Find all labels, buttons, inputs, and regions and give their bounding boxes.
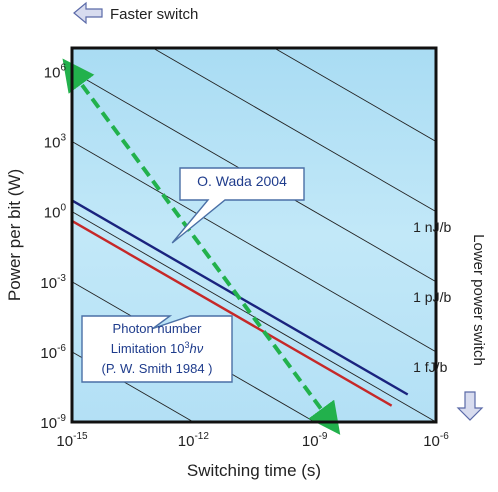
lower-power-label: Lower power switch: [470, 234, 487, 366]
x-tick-label-1: 10-12: [178, 431, 210, 450]
faster-switch-label: Faster switch: [110, 6, 198, 23]
x-tick-label-2: 10-9: [302, 431, 328, 450]
x-tick-label-3: 10-6: [423, 431, 449, 450]
faster-switch-arrow: Faster switch: [73, 1, 198, 25]
x-tick-label-0: 10-15: [56, 431, 88, 450]
y-tick-label-1: 10-6: [40, 343, 66, 362]
energy-label-1: 1 pJ/b: [413, 289, 451, 305]
y-tick-label-2: 10-3: [40, 273, 66, 292]
energy-label-0: 1 nJ/b: [413, 219, 451, 235]
series-line-2: [62, 58, 341, 435]
y-tick-label-0: 10-9: [40, 413, 66, 432]
y-tick-label-5: 106: [44, 62, 67, 81]
energy-label-2: 1 fJ/b: [413, 359, 447, 375]
smith-exponent: 3: [184, 340, 189, 350]
smith-callout-line3: (P. W. Smith 1984 ): [101, 361, 212, 376]
smith-callout-line2: Limitation 103hν: [111, 340, 204, 356]
y-axis-title: Power per bit (W): [5, 169, 24, 301]
x-axis-title: Switching time (s): [187, 461, 321, 480]
y-tick-label-4: 103: [44, 133, 67, 152]
smith-hv: hν: [190, 341, 204, 356]
y-tick-label-3: 100: [44, 203, 67, 222]
wada-callout-text: O. Wada 2004: [197, 173, 287, 189]
smith-limitation-text: Limitation 10: [111, 341, 185, 356]
smith-callout-line1: Photon number: [113, 321, 203, 336]
smith-callout: Photon number Limitation 103hν (P. W. Sm…: [81, 315, 233, 383]
plot-frame: [70, 46, 438, 424]
lower-power-arrow: Lower power switch: [456, 234, 487, 421]
wada-callout: O. Wada 2004: [171, 167, 305, 244]
